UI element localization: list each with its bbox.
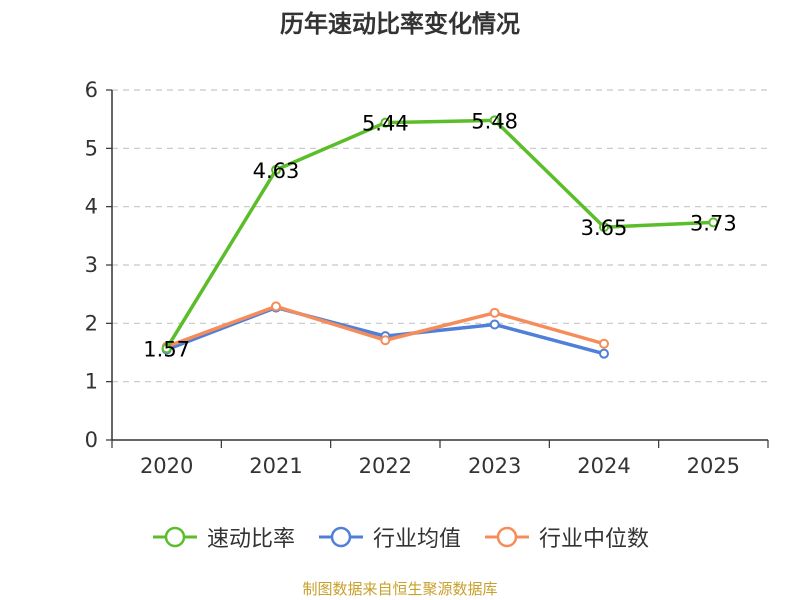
y-tick-label-2: 2	[85, 311, 98, 335]
x-tick-label-2022: 2022	[359, 454, 412, 478]
data-label-2025: 3.73	[690, 211, 737, 235]
x-tick-label-2025: 2025	[687, 454, 740, 478]
series-point-1-3	[489, 319, 500, 330]
series-point-0-3	[489, 115, 500, 126]
legend-item-industry-mean[interactable]: 行业均值	[317, 521, 461, 553]
legend-item-quick-ratio[interactable]: 速动比率	[151, 521, 295, 553]
series-line-0	[165, 118, 714, 350]
series-point-0-2	[380, 117, 391, 128]
y-tick-label-1: 1	[85, 370, 98, 394]
series-point-0-0	[161, 343, 172, 354]
y-tick-label-5: 5	[85, 136, 98, 160]
series-point-2-2	[380, 335, 391, 346]
data-label-2022: 5.44	[362, 112, 409, 136]
legend-marker-1	[330, 526, 352, 548]
x-tick-label-2020: 2020	[140, 454, 193, 478]
legend-swatch-industry-median	[485, 526, 529, 548]
series-point-0-4	[599, 222, 609, 233]
legend-item-industry-median[interactable]: 行业中位数	[483, 521, 649, 553]
series-point-0-5	[708, 217, 719, 228]
data-label-2020: 1.57	[143, 337, 190, 361]
y-tick-label-3: 3	[85, 253, 98, 277]
legend-swatch-quick-ratio	[152, 526, 197, 548]
legend-label-quick-ratio: 速动比率	[206, 527, 295, 552]
data-label-2023: 5.48	[471, 109, 518, 133]
legend-marker-0	[164, 526, 186, 548]
chart-title: 历年速动比率变化情况	[280, 10, 520, 38]
series-line-1	[166, 305, 605, 356]
legend-swatch-industry-mean	[318, 526, 363, 548]
series-point-1-4	[599, 348, 609, 359]
y-tick-label-4: 4	[85, 195, 98, 219]
y-tick-label-6: 6	[85, 78, 98, 102]
y-tick-label-0: 0	[85, 428, 98, 452]
series-point-2-4	[599, 338, 609, 349]
legend-label-industry-mean: 行业均值	[372, 527, 461, 552]
legend: 速动比率 行业均值 行业中位数	[0, 520, 800, 554]
x-tick-label-2021: 2021	[249, 454, 302, 478]
legend-label-industry-median: 行业中位数	[539, 527, 650, 552]
x-tick-label-2023: 2023	[468, 454, 521, 478]
legend-marker-2	[496, 526, 518, 548]
data-label-2024: 3.65	[581, 216, 628, 240]
x-tick-label-2024: 2024	[577, 454, 630, 478]
data-label-2021: 4.63	[253, 159, 300, 183]
series-point-2-1	[271, 301, 281, 312]
series-point-2-3	[489, 307, 500, 318]
source-note: 制图数据来自恒生聚源数据库	[302, 580, 498, 598]
series-point-0-1	[271, 164, 281, 175]
